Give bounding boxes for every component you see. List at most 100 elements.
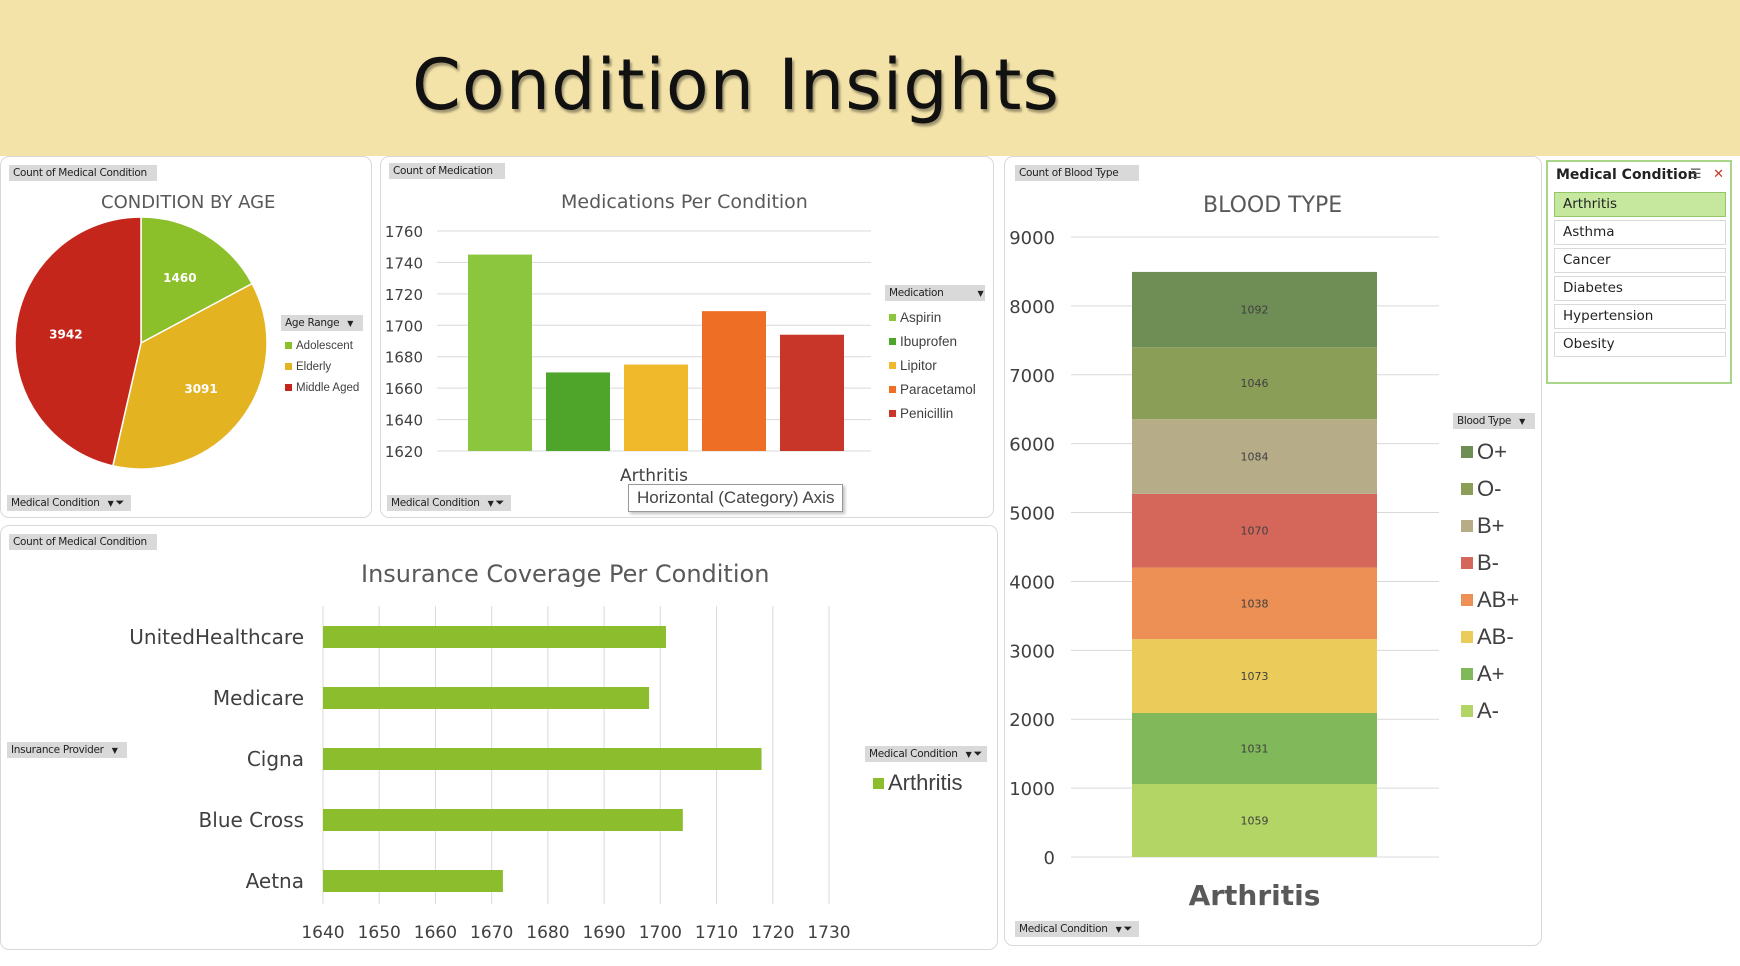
bar [546, 372, 610, 451]
value-field-button[interactable]: Count of Medication [389, 163, 505, 179]
segment-data-label: 1038 [1241, 597, 1269, 610]
legend-item: Elderly [285, 356, 359, 377]
row-field-button[interactable]: Insurance Provider ▼ [7, 742, 127, 758]
slicer-item-arthritis[interactable]: Arthritis [1554, 192, 1726, 217]
row-field-label: Insurance Provider [11, 744, 104, 756]
legend-item: Paracetamol [889, 377, 976, 401]
segment-data-label: 1046 [1241, 377, 1269, 390]
medical-condition-slicer[interactable]: Medical Condition ☰ ✕ Arthritis Asthma Can… [1546, 160, 1732, 384]
medication-bar-chart[interactable]: 1620 1640 1660 1680 1700 1720 1740 1760 Arthriti… [381, 157, 995, 519]
legend-field-label: Medical Condition [869, 748, 958, 760]
legend-item: AB+ [1461, 581, 1519, 618]
legend-item: Adolescent [285, 335, 359, 356]
chart-title: BLOOD TYPE [1203, 193, 1343, 218]
stack-segment [1132, 784, 1377, 857]
dropdown-arrow-icon: ▼ [1519, 417, 1525, 426]
chart-title: CONDITION BY AGE [101, 192, 276, 213]
pie-chart[interactable]: 1460 3091 3942 [1, 157, 373, 519]
legend-item: B+ [1461, 507, 1519, 544]
pie-slice [140, 216, 254, 345]
legend-swatch [285, 363, 292, 370]
filter-funnel-icon: ⏷ [1123, 922, 1132, 935]
slicer-item-obesity[interactable]: Obesity [1554, 332, 1726, 357]
blood-type-stacked-chart[interactable]: 0 1000 2000 3000 4000 5000 6000 7000 8000 9000 105… [1005, 157, 1543, 947]
y-tick-label: 1740 [385, 254, 423, 272]
x-category-label: Arthritis [1189, 879, 1321, 912]
dropdown-arrow-icon: ▼ [487, 499, 494, 508]
legend-item: Aspirin [889, 305, 976, 329]
legend-item: AB- [1461, 618, 1519, 655]
clear-filter-icon[interactable]: ✕ [1713, 166, 1724, 181]
legend-field-button[interactable]: Medical Condition ▼ ⏷ [865, 746, 987, 762]
x-tick-label: 1700 [639, 923, 682, 943]
legend-swatch [1461, 556, 1473, 569]
legend-field-button[interactable]: Age Range ▼ [281, 315, 363, 331]
slicer-item-diabetes[interactable]: Diabetes [1554, 276, 1726, 301]
legend-field-button[interactable]: Blood Type ▼ [1453, 413, 1535, 429]
y-category-label: UnitedHealthcare [129, 625, 304, 649]
legend-swatch [889, 385, 896, 393]
filter-field-button[interactable]: Medical Condition ▼ ⏷ [387, 495, 511, 511]
legend-item: O+ [1461, 433, 1519, 470]
stack-segment [1132, 713, 1377, 785]
x-tick-label: 1690 [582, 923, 625, 943]
multi-select-icon[interactable]: ☰ [1689, 166, 1702, 181]
legend-swatch [889, 313, 896, 321]
legend-label: Adolescent [296, 339, 353, 352]
value-field-button[interactable]: Count of Medical Condition [9, 534, 157, 550]
pie-slice [111, 282, 268, 470]
legend-item: Penicillin [889, 401, 976, 425]
insurance-bar-chart[interactable]: 1640 1650 1660 1670 1680 1690 1700 1710 1720 1730… [1, 526, 999, 951]
page-title: Condition Insights [412, 44, 1060, 126]
y-tick-label: 1700 [385, 317, 423, 335]
insurance-legend: Arthritis [873, 768, 963, 798]
filter-funnel-icon: ⏷ [973, 747, 982, 760]
y-category-label: Medicare [213, 686, 304, 710]
slicer-controls: ☰ ✕ [1690, 166, 1724, 182]
legend-swatch [1461, 630, 1473, 643]
value-field-button[interactable]: Count of Blood Type [1015, 165, 1139, 181]
y-tick-label: 4000 [1009, 572, 1055, 593]
legend-label: Paracetamol [900, 381, 976, 397]
slicer-item-hypertension[interactable]: Hypertension [1554, 304, 1726, 329]
legend-item: A+ [1461, 655, 1519, 692]
pie-data-label: 3091 [184, 382, 217, 396]
slicer-item-cancer[interactable]: Cancer [1554, 248, 1726, 273]
stack-segment [1132, 493, 1377, 568]
dropdown-arrow-icon: ▼ [111, 746, 118, 755]
segment-data-label: 1092 [1241, 304, 1269, 317]
bar [468, 254, 532, 451]
y-tick-label: 1720 [385, 286, 423, 304]
medication-panel[interactable]: Count of Medication Medications Per Cond… [380, 156, 994, 518]
legend-field-label: Blood Type [1457, 415, 1512, 427]
slicer-item-asthma[interactable]: Asthma [1554, 220, 1726, 245]
y-tick-label: 1000 [1009, 779, 1055, 800]
filter-field-label: Medical Condition [391, 497, 480, 509]
blood-type-panel[interactable]: Count of Blood Type BLOOD TYPE 0 1000 2000… [1004, 156, 1542, 946]
legend-swatch [889, 409, 896, 417]
legend-label: A+ [1477, 660, 1505, 686]
chart-title: Insurance Coverage Per Condition [361, 560, 770, 588]
filter-field-button[interactable]: Medical Condition ▼ ⏷ [1015, 921, 1139, 937]
y-tick-label: 1660 [385, 380, 423, 398]
legend-label: Ibuprofen [900, 333, 958, 349]
legend-item: Middle Aged [285, 377, 359, 398]
y-tick-label: 9000 [1009, 228, 1055, 249]
segment-data-label: 1073 [1241, 670, 1269, 683]
filter-field-button[interactable]: Medical Condition ▼ ⏷ [7, 495, 131, 511]
legend-label: Penicillin [900, 405, 954, 421]
bar [323, 748, 762, 770]
slicer-header: Medical Condition [1556, 167, 1698, 183]
filter-funnel-icon: ⏷ [115, 496, 124, 509]
x-category-label: Arthritis [620, 466, 688, 486]
insurance-panel[interactable]: Count of Medical Condition Insurance Cov… [0, 525, 998, 950]
legend-field-label: Age Range [285, 317, 340, 329]
age-panel[interactable]: Count of Medical Condition CONDITION BY … [0, 156, 372, 518]
value-field-button[interactable]: Count of Medical Condition [9, 165, 157, 181]
stack-segment [1132, 271, 1377, 348]
legend-swatch [1461, 519, 1473, 532]
chart-title: Medications Per Condition [561, 191, 808, 213]
legend-field-button[interactable]: Medication ▼ [885, 285, 985, 301]
legend-swatch [285, 342, 292, 349]
